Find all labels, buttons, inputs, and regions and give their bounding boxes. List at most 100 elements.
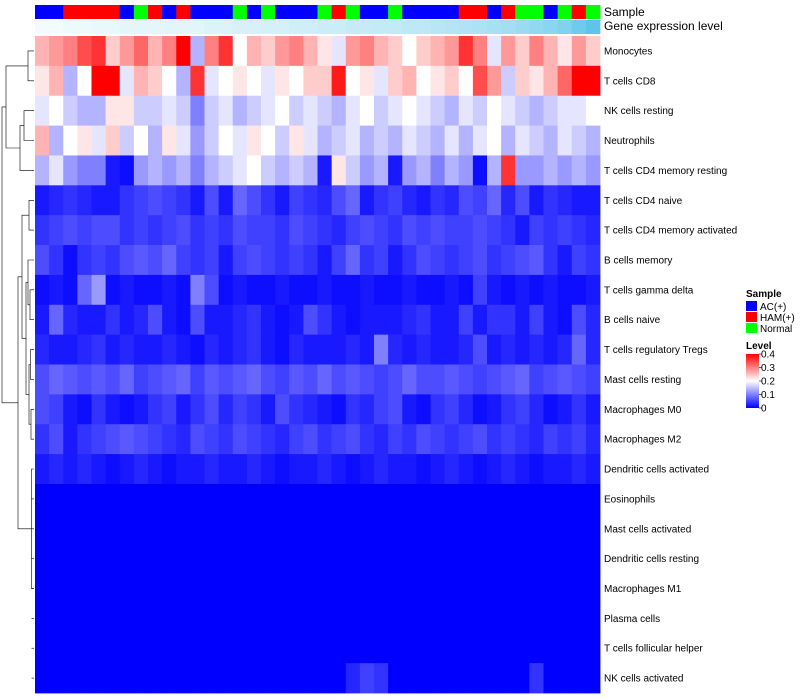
heatmap-cell bbox=[105, 36, 121, 67]
sample-annotation-cell bbox=[571, 5, 587, 19]
heatmap-cell bbox=[585, 274, 601, 306]
dendrogram-branch bbox=[17, 276, 32, 530]
heatmap-cell bbox=[515, 155, 530, 186]
heatmap-cell bbox=[444, 245, 460, 276]
heatmap-cell bbox=[91, 633, 107, 664]
heatmap-cell bbox=[430, 603, 446, 634]
heatmap-cell bbox=[444, 603, 460, 634]
heatmap-cell bbox=[487, 215, 502, 246]
heatmap-cell bbox=[261, 36, 276, 67]
heatmap-cell bbox=[345, 663, 361, 694]
row-label: Mast cells resting bbox=[604, 375, 681, 386]
heatmap-cell bbox=[91, 304, 107, 336]
heatmap-cell bbox=[458, 394, 474, 425]
heatmap-cell bbox=[557, 454, 573, 485]
sample-annotation-cell bbox=[487, 5, 502, 19]
heatmap-cell bbox=[388, 394, 403, 425]
heatmap-cell bbox=[402, 274, 417, 306]
heatmap-cell bbox=[232, 274, 248, 306]
heatmap-cell bbox=[148, 95, 163, 126]
heatmap-cell bbox=[515, 454, 530, 485]
heatmap-cell bbox=[246, 185, 262, 216]
heatmap-cell bbox=[49, 424, 64, 455]
heatmap-cell bbox=[148, 454, 163, 485]
heatmap-cell bbox=[472, 633, 488, 664]
gene-expression-annotation-cell bbox=[246, 20, 262, 34]
heatmap-cell bbox=[148, 483, 163, 515]
gene-expression-annotation-cell bbox=[501, 20, 516, 34]
heatmap-cell bbox=[529, 603, 544, 634]
heatmap-cell bbox=[458, 304, 474, 336]
sample-annotation-cell bbox=[374, 5, 389, 19]
heatmap-cell bbox=[35, 95, 50, 126]
heatmap-cell bbox=[416, 65, 431, 97]
heatmap-cell bbox=[91, 543, 107, 574]
heatmap-cell bbox=[133, 65, 149, 97]
heatmap-cell bbox=[105, 185, 121, 216]
heatmap-cell bbox=[331, 215, 347, 246]
heatmap-cell bbox=[261, 424, 276, 455]
heatmap-cell bbox=[77, 185, 92, 216]
heatmap-cell bbox=[148, 274, 163, 306]
heatmap-cell bbox=[190, 633, 205, 664]
heatmap-cell bbox=[374, 364, 389, 395]
heatmap-cell bbox=[388, 155, 403, 186]
heatmap-cell bbox=[133, 304, 149, 336]
heatmap-cell bbox=[458, 513, 474, 545]
heatmap-cell bbox=[63, 394, 78, 425]
heatmap-cell bbox=[63, 633, 78, 664]
heatmap-cell bbox=[261, 304, 276, 336]
heatmap-cell bbox=[63, 304, 78, 336]
heatmap-cell bbox=[190, 454, 205, 485]
heatmap-cell bbox=[35, 394, 50, 425]
heatmap-cell bbox=[49, 274, 64, 306]
heatmap-cell bbox=[487, 394, 502, 425]
gene-expression-annotation-cell bbox=[261, 20, 276, 34]
heatmap-cell bbox=[487, 155, 502, 186]
sample-annotation-cell bbox=[501, 5, 516, 19]
heatmap-cell bbox=[557, 36, 573, 67]
heatmap-cell bbox=[119, 513, 135, 545]
heatmap-cell bbox=[190, 663, 205, 694]
heatmap-cell bbox=[289, 304, 304, 336]
heatmap-cell bbox=[119, 663, 135, 694]
level-tick-label: 0.1 bbox=[761, 390, 775, 401]
heatmap-cell bbox=[458, 663, 474, 694]
heatmap-cell bbox=[148, 424, 163, 455]
heatmap-cell bbox=[472, 483, 488, 515]
heatmap-cell bbox=[430, 185, 446, 216]
heatmap-cell bbox=[105, 513, 121, 545]
heatmap-cell bbox=[416, 95, 431, 126]
heatmap-cell bbox=[529, 543, 544, 574]
heatmap-cell bbox=[501, 454, 516, 485]
gene-expression-annotation-cell bbox=[190, 20, 205, 34]
heatmap-cell bbox=[176, 663, 191, 694]
sample-annotation-cell bbox=[261, 5, 276, 19]
heatmap-cell bbox=[204, 483, 220, 515]
heatmap-cell bbox=[275, 185, 290, 216]
heatmap-cell bbox=[487, 36, 502, 67]
heatmap-cell bbox=[472, 334, 488, 365]
heatmap-cell bbox=[402, 454, 417, 485]
gene-expression-annotation-cell bbox=[91, 20, 107, 34]
heatmap-cell bbox=[472, 95, 488, 126]
heatmap-cell bbox=[204, 394, 220, 425]
heatmap-cell bbox=[331, 513, 347, 545]
heatmap-cell bbox=[218, 65, 234, 97]
heatmap-cell bbox=[176, 394, 191, 425]
heatmap-cell bbox=[501, 663, 516, 694]
heatmap-cell bbox=[91, 274, 107, 306]
heatmap-cell bbox=[232, 334, 248, 365]
heatmap-cell bbox=[91, 36, 107, 67]
heatmap-cell bbox=[388, 304, 403, 336]
heatmap-cell bbox=[501, 483, 516, 515]
heatmap-cell bbox=[246, 424, 262, 455]
heatmap-cell bbox=[190, 364, 205, 395]
dendrogram-branch bbox=[28, 200, 34, 231]
heatmap-cell bbox=[416, 125, 431, 156]
heatmap-cell bbox=[557, 663, 573, 694]
heatmap-cell bbox=[515, 663, 530, 694]
heatmap-cell bbox=[63, 65, 78, 97]
heatmap-cell bbox=[303, 245, 318, 276]
